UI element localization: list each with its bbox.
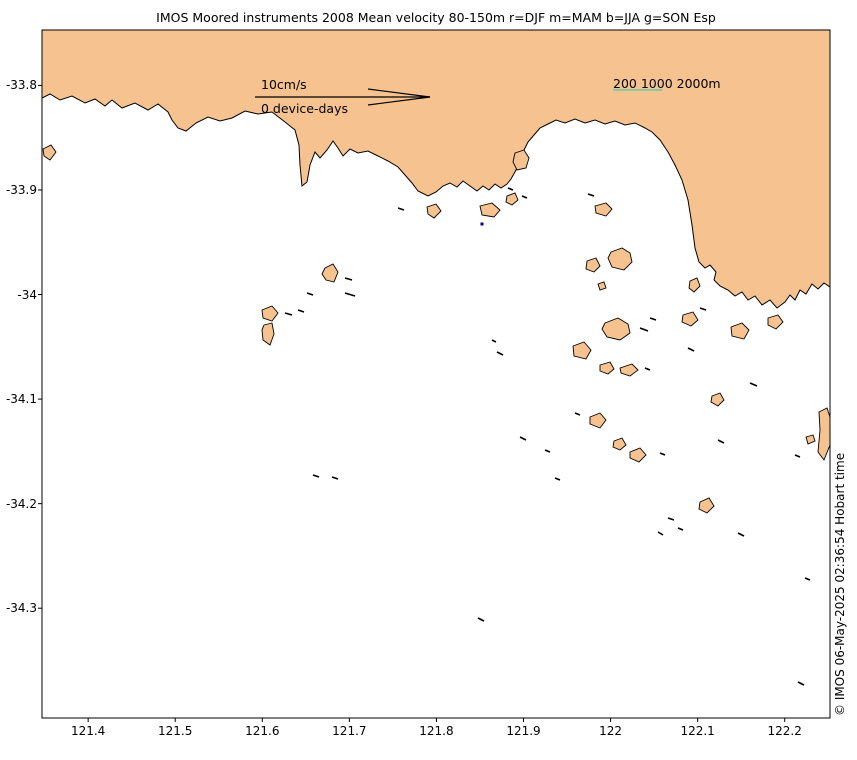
island: [710, 392, 725, 407]
island: [619, 363, 639, 377]
island: [512, 149, 530, 171]
x-tick-label: 121.8: [419, 724, 454, 738]
islet-dash: [344, 292, 356, 297]
x-tick-label: 122.1: [680, 724, 715, 738]
island: [505, 192, 519, 206]
island: [805, 434, 816, 445]
islet-dash: [574, 412, 581, 416]
x-tick-label: 121.6: [245, 724, 280, 738]
islet-dash: [649, 317, 657, 321]
x-tick-label: 122.2: [767, 724, 802, 738]
island: [698, 497, 715, 514]
islet-dash: [797, 681, 805, 686]
scale-arrow-barb: [367, 88, 431, 98]
x-tick-label: 121.4: [70, 724, 106, 738]
islet-dash: [639, 327, 649, 332]
depth-contour-label: 200 1000 2000m: [613, 76, 721, 91]
islet-dash: [667, 517, 675, 521]
device-days-label: 0 device-days: [261, 101, 348, 116]
island: [817, 407, 830, 461]
islet-dash: [297, 309, 305, 313]
islet-dash: [519, 436, 527, 441]
island: [589, 412, 607, 429]
y-tick-label: -34: [17, 287, 37, 302]
island: [261, 322, 275, 346]
islet-dash: [659, 452, 666, 456]
islet-dash: [804, 577, 811, 581]
islet-dash: [507, 187, 514, 191]
x-tick-label: 121.7: [332, 724, 367, 738]
island: [479, 202, 501, 218]
islet-dash: [331, 476, 339, 480]
islet-dash: [397, 207, 405, 211]
figure-title: IMOS Moored instruments 2008 Mean veloci…: [156, 10, 716, 25]
islet-dash: [496, 351, 504, 356]
islet-dash: [644, 367, 651, 371]
island: [629, 447, 647, 463]
islet-dash: [312, 474, 320, 478]
island: [730, 322, 750, 340]
islet-dash: [521, 195, 528, 199]
islet-dash: [554, 477, 561, 481]
y-tick-label: -33.8: [5, 78, 37, 93]
island: [321, 263, 339, 283]
scale-speed-label: 10cm/s: [261, 77, 307, 92]
islet-dash: [687, 347, 695, 352]
x-tick-label: 122: [599, 724, 623, 738]
islet-dash: [344, 277, 353, 281]
island: [426, 203, 442, 219]
island: [681, 311, 699, 327]
x-tick-label: 121.9: [506, 724, 541, 738]
mooring-marker: [480, 222, 484, 226]
island: [767, 314, 784, 330]
island: [42, 144, 57, 161]
island: [572, 341, 592, 360]
y-tick-label: -33.9: [5, 182, 37, 197]
y-tick-label: -34.1: [5, 392, 37, 407]
island: [612, 437, 627, 451]
islet-dash: [749, 382, 758, 387]
island: [601, 317, 631, 341]
mainland-coastline: [42, 30, 830, 309]
copyright-text: © IMOS 06-May-2025 02:36:54 Hobart time: [833, 452, 847, 716]
y-tick-label: -34.2: [5, 496, 37, 511]
islet-dash: [657, 531, 664, 536]
y-tick-label: -34.3: [5, 601, 37, 616]
islet-dash: [737, 532, 745, 537]
island: [594, 202, 613, 217]
island: [599, 361, 615, 375]
islet-dash: [717, 439, 725, 444]
islet-dash: [306, 292, 314, 296]
scale-arrow-barb: [367, 96, 431, 106]
islet-dash: [699, 307, 707, 311]
islet-dash: [491, 339, 497, 343]
islet-dash: [284, 312, 293, 316]
island: [607, 247, 633, 271]
island: [261, 305, 279, 322]
islet-dash: [544, 449, 551, 453]
island: [688, 277, 701, 293]
islet-dash: [794, 454, 801, 458]
land-layer: [42, 30, 830, 686]
island: [597, 281, 607, 291]
islet-dash: [587, 193, 595, 197]
island: [585, 257, 601, 273]
x-tick-label: 121.5: [158, 724, 193, 738]
islet-dash: [477, 617, 485, 622]
islet-dash: [677, 527, 684, 531]
